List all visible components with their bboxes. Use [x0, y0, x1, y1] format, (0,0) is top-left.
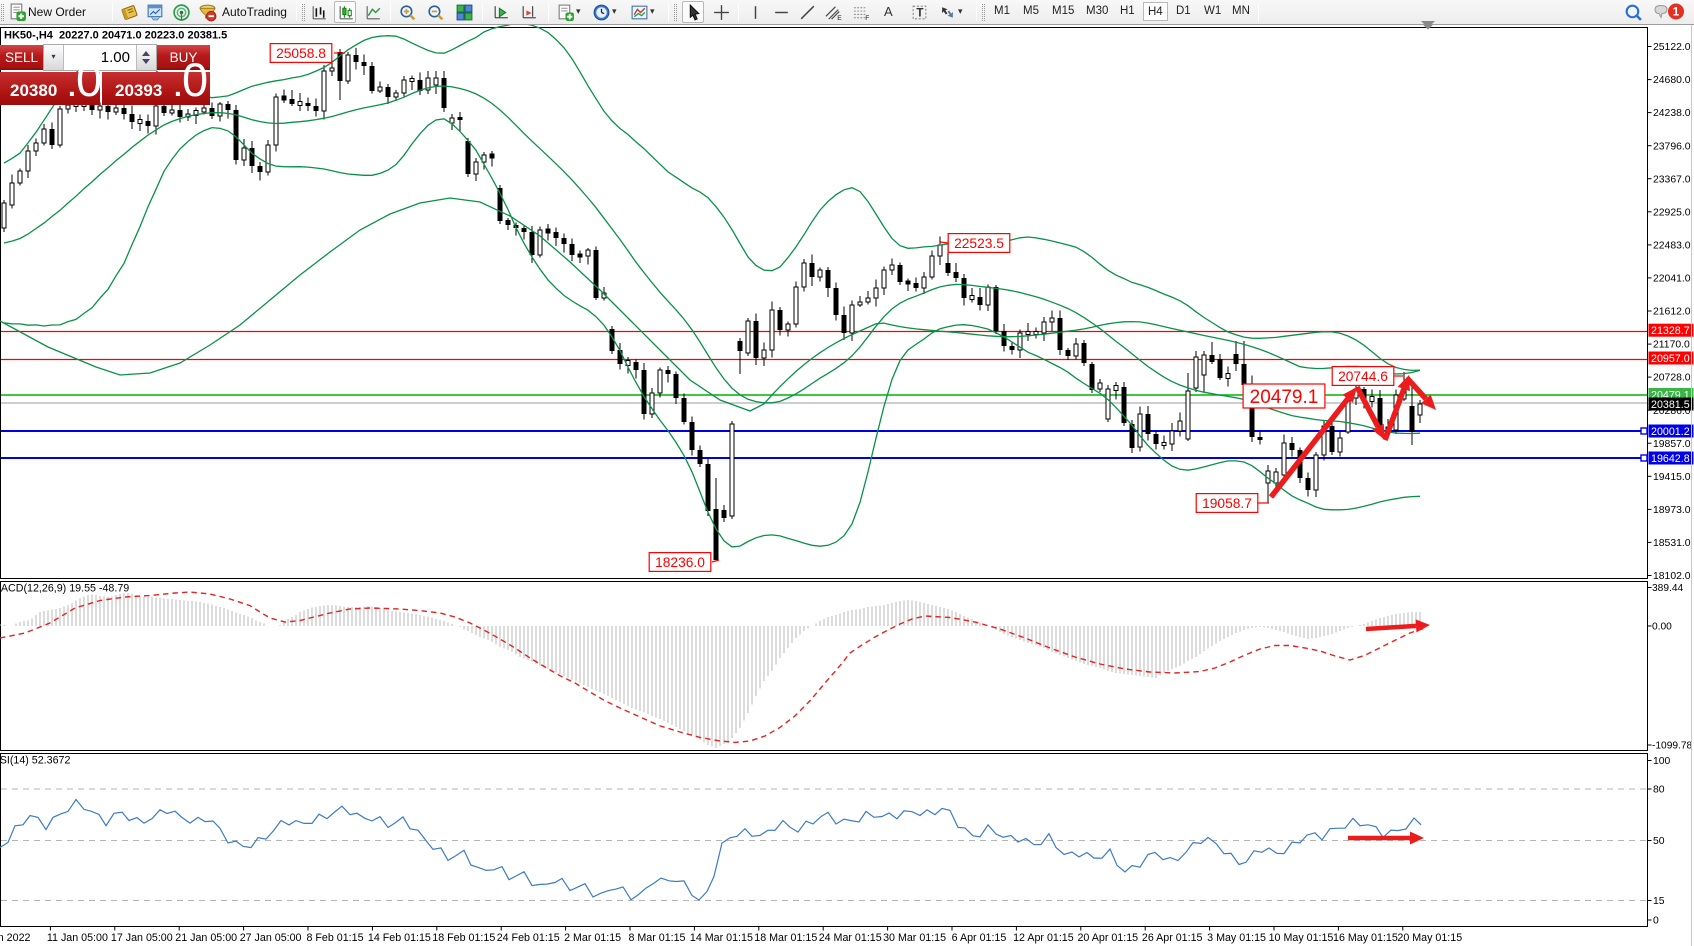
svg-text:MACD(12,26,9) 19.55 -48.79: MACD(12,26,9) 19.55 -48.79: [0, 583, 129, 595]
svg-text:19857.0: 19857.0: [1653, 439, 1691, 450]
svg-text:20381.5: 20381.5: [1651, 399, 1690, 411]
svg-text:18 Feb 01:15: 18 Feb 01:15: [432, 932, 495, 944]
svg-text:50: 50: [1653, 836, 1665, 847]
svg-text:14 Mar 01:15: 14 Mar 01:15: [690, 932, 753, 944]
svg-text:18236.0: 18236.0: [655, 555, 705, 570]
svg-text:HK50-,H4 20227.0 20471.0 2022: HK50-,H4 20227.0 20471.0 20223.0 20381.5: [4, 30, 227, 42]
svg-text:24 Feb 01:15: 24 Feb 01:15: [497, 932, 560, 944]
svg-text:5 Jan 2022: 5 Jan 2022: [0, 932, 31, 944]
svg-text:21328.7: 21328.7: [1651, 325, 1690, 337]
svg-text:23367.0: 23367.0: [1653, 174, 1691, 185]
svg-text:24238.0: 24238.0: [1653, 108, 1691, 119]
svg-text:E: E: [837, 15, 842, 22]
svg-text:20 Apr 01:15: 20 Apr 01:15: [1077, 932, 1138, 944]
svg-text:21 Jan 05:00: 21 Jan 05:00: [175, 932, 237, 944]
svg-text:18 Mar 01:15: 18 Mar 01:15: [754, 932, 817, 944]
svg-text:T: T: [916, 7, 923, 20]
svg-text:24 Mar 01:15: 24 Mar 01:15: [819, 932, 882, 944]
svg-text:18102.0: 18102.0: [1653, 571, 1691, 582]
svg-text:18973.0: 18973.0: [1653, 505, 1691, 516]
svg-text:20286.0: 20286.0: [1653, 406, 1691, 417]
svg-text:25058.8: 25058.8: [276, 46, 326, 61]
svg-text:3 May 01:15: 3 May 01:15: [1207, 932, 1266, 944]
svg-text:18531.0: 18531.0: [1653, 538, 1691, 549]
svg-text:20728.0: 20728.0: [1653, 373, 1691, 384]
svg-text:19642.8: 19642.8: [1651, 453, 1690, 465]
svg-text:8 Mar 01:15: 8 Mar 01:15: [628, 932, 685, 944]
svg-text:14 Feb 01:15: 14 Feb 01:15: [368, 932, 431, 944]
svg-text:1: 1: [1673, 7, 1680, 19]
svg-text:21170.0: 21170.0: [1653, 340, 1690, 351]
svg-text:389.44: 389.44: [1652, 583, 1683, 594]
svg-text:26 Apr 01:15: 26 Apr 01:15: [1142, 932, 1203, 944]
svg-text:10 May 01:15: 10 May 01:15: [1269, 932, 1334, 944]
svg-text:0: 0: [1653, 916, 1659, 927]
svg-text:100: 100: [1653, 756, 1671, 767]
svg-text:30 Mar 01:15: 30 Mar 01:15: [883, 932, 946, 944]
svg-text:19415.0: 19415.0: [1653, 472, 1691, 483]
svg-text:20 May 01:15: 20 May 01:15: [1397, 932, 1462, 944]
svg-text:2 Mar 01:15: 2 Mar 01:15: [564, 932, 621, 944]
svg-text:22041.0: 22041.0: [1653, 274, 1691, 285]
svg-text:27 Jan 05:00: 27 Jan 05:00: [240, 932, 302, 944]
svg-text:20001.2: 20001.2: [1651, 426, 1690, 438]
svg-text:24680.0: 24680.0: [1653, 75, 1691, 86]
svg-text:20744.6: 20744.6: [1338, 369, 1388, 384]
svg-text:17 Jan 05:00: 17 Jan 05:00: [111, 932, 173, 944]
svg-text:12 Apr 01:15: 12 Apr 01:15: [1013, 932, 1074, 944]
svg-text:80: 80: [1653, 785, 1665, 796]
svg-text:20479.1: 20479.1: [1250, 387, 1319, 408]
svg-text:15: 15: [1653, 896, 1665, 907]
svg-text:22925.0: 22925.0: [1653, 207, 1691, 218]
svg-text:0.00: 0.00: [1652, 622, 1672, 633]
svg-text:19058.7: 19058.7: [1202, 496, 1252, 511]
svg-text:11 Jan 05:00: 11 Jan 05:00: [47, 932, 108, 944]
svg-text:20957.0: 20957.0: [1651, 353, 1690, 365]
svg-text:6 Apr 01:15: 6 Apr 01:15: [952, 932, 1007, 944]
svg-text:F: F: [865, 15, 869, 22]
svg-text:8 Feb 01:15: 8 Feb 01:15: [306, 932, 363, 944]
svg-text:22483.0: 22483.0: [1653, 241, 1691, 252]
svg-text:-1099.78: -1099.78: [1652, 741, 1693, 752]
svg-text:25122.0: 25122.0: [1653, 42, 1691, 53]
svg-text:16 May 01:15: 16 May 01:15: [1333, 932, 1398, 944]
svg-text:21612.0: 21612.0: [1653, 307, 1691, 318]
svg-text:23796.0: 23796.0: [1653, 141, 1691, 152]
svg-text:RSI(14) 52.3672: RSI(14) 52.3672: [0, 755, 70, 767]
svg-text:22523.5: 22523.5: [954, 236, 1004, 251]
